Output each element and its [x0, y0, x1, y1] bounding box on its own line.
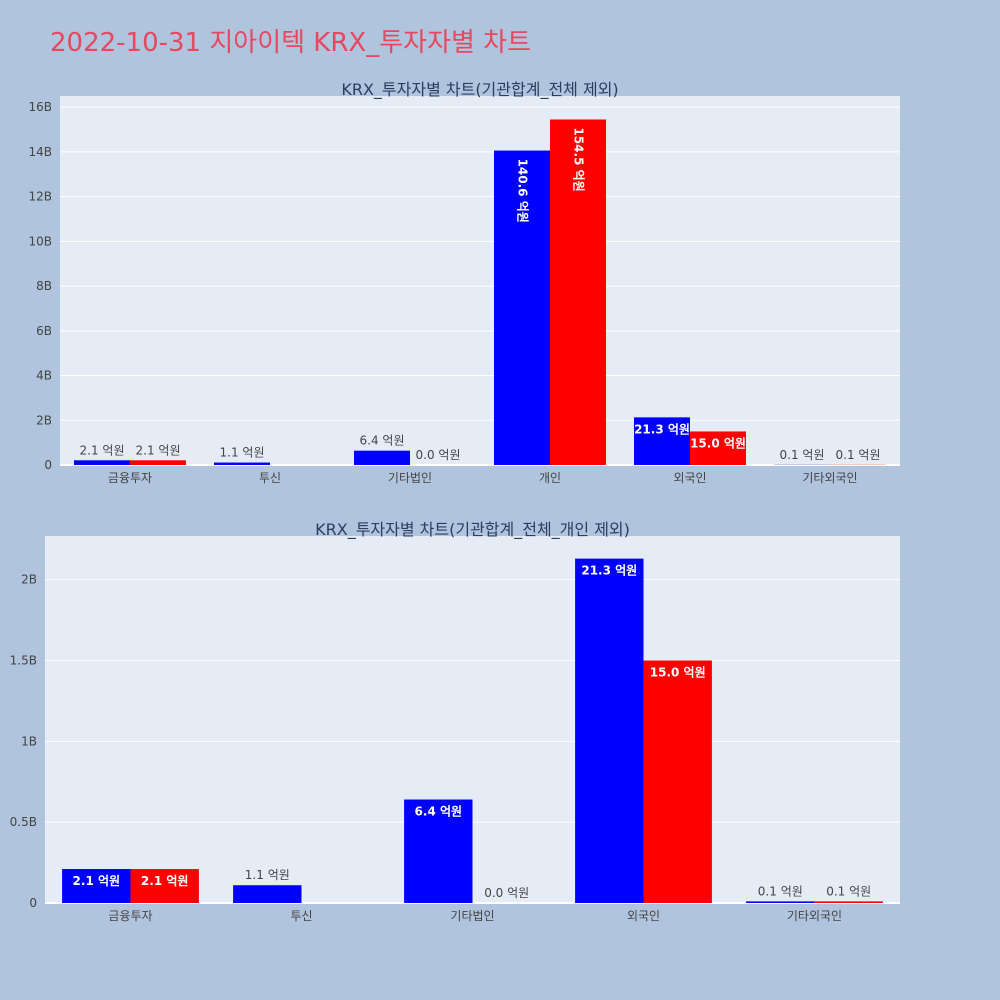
x-tick-label: 기타법인 — [450, 909, 494, 923]
data-label: 2.1 억원 — [141, 874, 189, 888]
data-label: 2.1 억원 — [73, 874, 121, 888]
x-tick-label: 금융투자 — [108, 471, 152, 485]
x-tick-label: 기타외국인 — [787, 909, 842, 923]
y-tick-label: 2B — [21, 573, 37, 587]
y-tick-label: 16B — [28, 100, 52, 114]
bar — [494, 150, 550, 466]
data-label: 21.3 억원 — [634, 422, 690, 436]
page-title: 2022-10-31 지아이텍 KRX_투자자별 차트 — [50, 28, 532, 58]
y-tick-label: 1B — [21, 734, 37, 748]
y-tick-label: 4B — [36, 369, 52, 383]
data-label: 0.1 억원 — [836, 448, 881, 462]
data-label: 154.5 억원 — [572, 127, 586, 191]
data-label: 2.1 억원 — [80, 443, 125, 457]
x-tick-label: 개인 — [539, 471, 561, 485]
x-tick-label: 기타외국인 — [802, 471, 857, 485]
y-tick-label: 12B — [28, 190, 52, 204]
y-tick-label: 0 — [29, 896, 37, 910]
y-tick-label: 2B — [36, 413, 52, 427]
y-tick-label: 10B — [28, 234, 52, 248]
x-tick-label: 기타법인 — [388, 471, 432, 485]
data-label: 1.1 억원 — [245, 868, 290, 882]
data-label: 15.0 억원 — [650, 665, 706, 679]
data-label: 0.0 억원 — [484, 886, 529, 900]
chart-title: KRX_투자자별 차트(기관합계_전체_개인 제외) — [315, 520, 630, 540]
y-tick-label: 14B — [28, 145, 52, 159]
bar — [130, 869, 199, 903]
data-label: 0.1 억원 — [826, 884, 871, 898]
bar — [62, 869, 131, 903]
bar — [550, 119, 606, 466]
bar — [575, 558, 644, 903]
bar — [354, 450, 410, 465]
data-label: 0.1 억원 — [758, 884, 803, 898]
chart-individual-excluded: 0 0.5B 1B 1.5B 2B KRX_투자자별 차트(기관합계_전체_개인 제외) 금… — [10, 520, 900, 923]
data-label: 1.1 억원 — [220, 446, 265, 460]
bar — [643, 660, 712, 903]
data-label: 0.0 억원 — [416, 448, 461, 462]
plot-area — [60, 96, 900, 465]
x-tick-label: 외국인 — [627, 909, 660, 923]
data-label: 140.6 억원 — [516, 159, 530, 223]
x-tick-label: 투신 — [259, 471, 281, 485]
x-tick-label: 금융투자 — [108, 909, 152, 923]
bar — [130, 460, 186, 465]
chart-title: KRX_투자자별 차트(기관합계_전체 제외) — [341, 80, 618, 100]
bar — [233, 885, 302, 903]
y-tick-label: 6B — [36, 324, 52, 338]
y-tick-label: 0 — [44, 458, 52, 472]
x-tick-label: 외국인 — [673, 471, 706, 485]
chart-non-institution-excluded: 0 2B 4B 6B 8B 10B 12B 14B 16B KRX_투자자별 차트(기관합계_전체… — [28, 80, 900, 485]
data-label: 6.4 억원 — [360, 434, 405, 448]
y-tick-label: 0.5B — [10, 815, 37, 829]
bar — [214, 462, 270, 465]
data-label: 6.4 억원 — [415, 805, 463, 819]
data-label: 21.3 억원 — [581, 564, 637, 578]
bar — [634, 417, 690, 465]
data-label: 2.1 억원 — [136, 443, 181, 457]
data-label: 0.1 억원 — [780, 448, 825, 462]
bar — [690, 431, 746, 465]
bar — [814, 901, 883, 903]
y-tick-label: 1.5B — [10, 653, 37, 667]
bar — [74, 460, 130, 465]
bar — [746, 901, 815, 903]
x-tick-label: 투신 — [290, 909, 312, 923]
data-label: 15.0 억원 — [690, 436, 746, 450]
bar — [404, 799, 473, 903]
y-tick-label: 8B — [36, 279, 52, 293]
